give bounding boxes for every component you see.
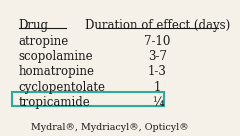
- Text: atropine: atropine: [19, 35, 69, 48]
- Text: Mydral®, Mydriacyl®, Opticyl®: Mydral®, Mydriacyl®, Opticyl®: [31, 123, 189, 132]
- Text: Duration of effect (days): Duration of effect (days): [85, 19, 230, 32]
- Text: tropicamide: tropicamide: [19, 96, 90, 109]
- Text: 1-3: 1-3: [148, 65, 167, 78]
- Text: homatropine: homatropine: [19, 65, 95, 78]
- Text: scopolamine: scopolamine: [19, 50, 93, 63]
- Text: ¼: ¼: [152, 96, 163, 109]
- Text: 1: 1: [154, 81, 161, 94]
- Text: Drug: Drug: [19, 19, 49, 32]
- Text: 7-10: 7-10: [144, 35, 171, 48]
- Text: 3-7: 3-7: [148, 50, 167, 63]
- Text: cyclopentolate: cyclopentolate: [19, 81, 106, 94]
